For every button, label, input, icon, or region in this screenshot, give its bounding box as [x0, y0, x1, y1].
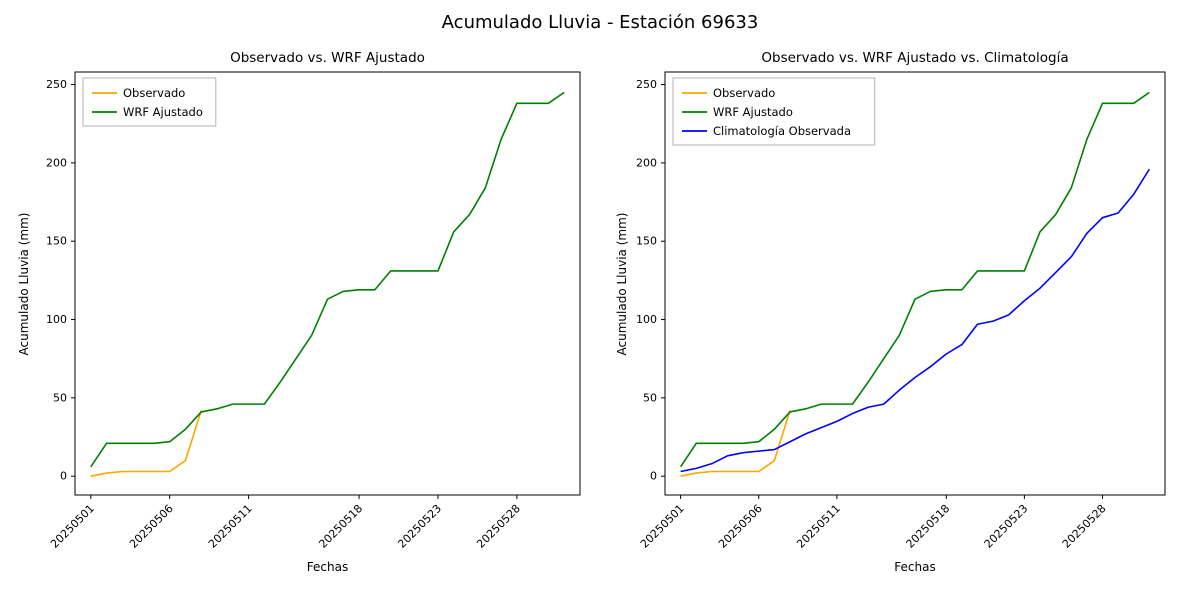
- y-tick-label: 100: [636, 313, 657, 326]
- x-tick-label: 20250523: [395, 502, 444, 551]
- right-subplot: Observado vs. WRF Ajustado vs. Climatolo…: [600, 40, 1200, 600]
- y-tick-label: 150: [46, 235, 67, 248]
- right-x-axis-label: Fechas: [894, 560, 936, 574]
- legend-label: WRF Ajustado: [123, 105, 203, 119]
- axes-frame: [74, 71, 581, 496]
- axes-frame: [664, 71, 1166, 496]
- y-tick-label: 200: [46, 156, 67, 169]
- y-tick-label: 0: [60, 470, 67, 483]
- x-tick-label: 20250528: [474, 502, 523, 551]
- y-tick-label: 50: [53, 391, 67, 404]
- x-tick-label: 20250506: [716, 502, 765, 551]
- right-chart-canvas: 0 50 100 150 200 250 20250501 20250506 20250511 2…: [636, 71, 1166, 551]
- x-tick-label: 20250501: [638, 502, 687, 551]
- y-tick-label: 150: [636, 235, 657, 248]
- series-line-climatología-observada: [680, 168, 1151, 473]
- series-line-wrf-ajustado: [679, 91, 1150, 468]
- left-subplot: Observado vs. WRF Ajustado Acumulado Llu…: [0, 40, 600, 600]
- series-line-observado: [680, 410, 791, 477]
- x-tick-label: 20250501: [48, 502, 97, 551]
- series-line-wrf-ajustado: [90, 91, 565, 468]
- x-tick-label: 20250506: [127, 502, 176, 551]
- x-tick-label: 20250518: [904, 502, 953, 551]
- legend-label: Observado: [713, 86, 775, 100]
- series-line-observado: [90, 410, 203, 477]
- legend-label: WRF Ajustado: [713, 105, 793, 119]
- x-tick-label: 20250511: [206, 502, 255, 551]
- figure-title: Acumulado Lluvia - Estación 69633: [441, 12, 759, 33]
- x-tick-label: 20250511: [794, 502, 843, 551]
- x-tick-label: 20250528: [1060, 502, 1109, 551]
- left-x-axis-label: Fechas: [306, 560, 349, 574]
- y-tick-label: 50: [643, 391, 657, 404]
- y-tick-label: 250: [636, 78, 657, 91]
- y-tick-label: 250: [46, 78, 67, 91]
- y-tick-label: 100: [46, 313, 67, 326]
- legend-box: [82, 77, 217, 127]
- left-chart-canvas: 0 50 100 150 200 250 20250501 20250506 20250511 2…: [46, 71, 581, 551]
- x-tick-label: 20250518: [316, 502, 365, 551]
- left-subplot-title: Observado vs. WRF Ajustado: [230, 50, 425, 66]
- legend-label: Observado: [123, 86, 185, 100]
- legend-label: Climatología Observada: [713, 124, 851, 138]
- right-subplot-title: Observado vs. WRF Ajustado vs. Climatolo…: [761, 50, 1069, 66]
- y-tick-label: 200: [636, 156, 657, 169]
- y-tick-label: 0: [650, 470, 657, 483]
- x-tick-label: 20250523: [982, 502, 1031, 551]
